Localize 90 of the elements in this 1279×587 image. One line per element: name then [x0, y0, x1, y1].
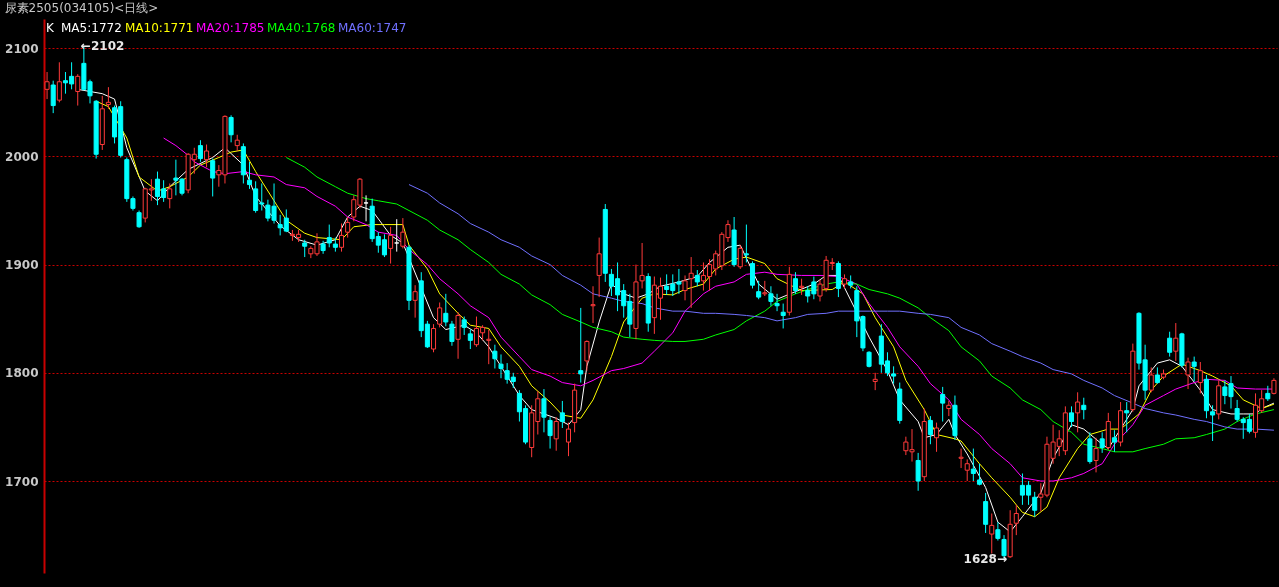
line-series [285, 157, 1275, 453]
y-tick-label: 1700 [5, 474, 39, 489]
candlestick [958, 448, 964, 469]
candlestick [792, 271, 798, 295]
y-tick-label: 2000 [5, 149, 39, 164]
candlestick [449, 320, 455, 347]
candlestick [756, 280, 762, 300]
candlestick [964, 458, 970, 482]
candlestick [1124, 401, 1130, 433]
candlestick [1068, 405, 1075, 428]
candlestick [743, 224, 749, 263]
candlestick [44, 71, 50, 100]
candlestick [412, 284, 418, 319]
candlestick [467, 329, 473, 350]
text: MA5:1772 [61, 21, 122, 35]
candlestick [167, 182, 173, 209]
candlestick [578, 307, 584, 384]
candlestick [246, 161, 253, 190]
annotation: ←2102 [80, 39, 125, 54]
candlestick [394, 218, 400, 253]
candlestick [228, 114, 234, 143]
candlestick [983, 492, 989, 534]
candlestick [1148, 366, 1154, 393]
candlestick [1210, 404, 1216, 442]
candlestick [498, 353, 504, 379]
candlestick [1167, 331, 1173, 358]
candlestick [1185, 357, 1191, 390]
candlestick [1099, 431, 1105, 454]
candlestick [1087, 431, 1093, 465]
candlestick [363, 194, 369, 222]
candlestick [1191, 356, 1197, 382]
candlestick [768, 285, 774, 307]
text: MA60:1747 [338, 21, 407, 35]
candlestick [989, 512, 995, 555]
candlestick [541, 388, 547, 433]
candlestick [455, 311, 461, 360]
candlestick [388, 226, 394, 265]
annotation: 1628→ [963, 551, 1008, 566]
candlestick [486, 329, 492, 365]
candlestick [443, 293, 449, 327]
candlestick [688, 256, 694, 309]
candlestick [590, 285, 596, 324]
candlestick [431, 323, 437, 353]
candlestick [1013, 504, 1019, 536]
candlestick [204, 144, 210, 168]
candlestick [774, 293, 780, 312]
y-tick-label: 1900 [5, 258, 39, 273]
candlestick [970, 448, 976, 482]
candlestick [1032, 491, 1038, 518]
candlestick [749, 260, 756, 289]
candlestick [75, 73, 81, 107]
candlestick [400, 217, 406, 249]
candlestick [565, 422, 572, 457]
candlestick [105, 86, 111, 110]
text: MA10:1771 [125, 21, 194, 35]
text: MA20:1785 [196, 21, 265, 35]
candlestick [461, 316, 467, 336]
candlestick [345, 216, 351, 239]
candlestick [596, 237, 602, 298]
candlestick [915, 452, 921, 492]
candlestick [1197, 361, 1203, 394]
candlestick [1093, 437, 1099, 473]
candlestick [553, 416, 559, 452]
candlestick [437, 301, 443, 328]
candlestick [584, 339, 590, 372]
candlestick [50, 80, 56, 114]
candlestick [1111, 429, 1117, 453]
y-tick-label: 2100 [5, 41, 39, 56]
line-series [408, 184, 1275, 431]
y-tick-label: 1800 [5, 366, 39, 381]
candlestick [780, 303, 786, 329]
candlestick [210, 158, 216, 197]
candlestick [1075, 391, 1081, 433]
candlestick [940, 386, 946, 423]
chart-title: 尿素2505(034105)<日线> [4, 1, 159, 15]
candlestick [56, 61, 62, 103]
candlestick [927, 415, 933, 445]
candlestick [995, 521, 1001, 542]
candlestick [682, 274, 688, 301]
candlestick [338, 223, 345, 253]
candlestick [492, 344, 498, 369]
candlestick [1081, 397, 1087, 420]
candlestick [547, 416, 553, 450]
legend-title: K [46, 21, 55, 35]
candlestick [934, 422, 940, 453]
candlestick [197, 139, 203, 163]
candlestick [1173, 322, 1179, 362]
text: MA40:1768 [267, 21, 336, 35]
candlestick [737, 244, 743, 270]
candlestick [559, 400, 565, 429]
